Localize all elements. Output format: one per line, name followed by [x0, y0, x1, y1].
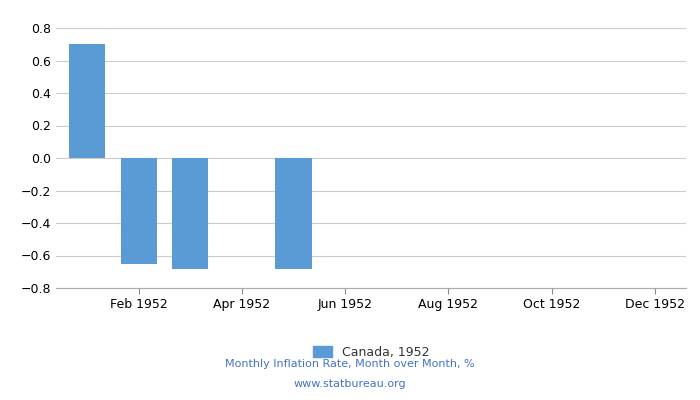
Bar — [120, 158, 157, 264]
Bar — [69, 44, 105, 158]
Legend: Canada, 1952: Canada, 1952 — [308, 341, 434, 364]
Text: www.statbureau.org: www.statbureau.org — [294, 379, 406, 389]
Bar — [276, 158, 312, 268]
Bar — [172, 158, 209, 268]
Text: Monthly Inflation Rate, Month over Month, %: Monthly Inflation Rate, Month over Month… — [225, 359, 475, 369]
